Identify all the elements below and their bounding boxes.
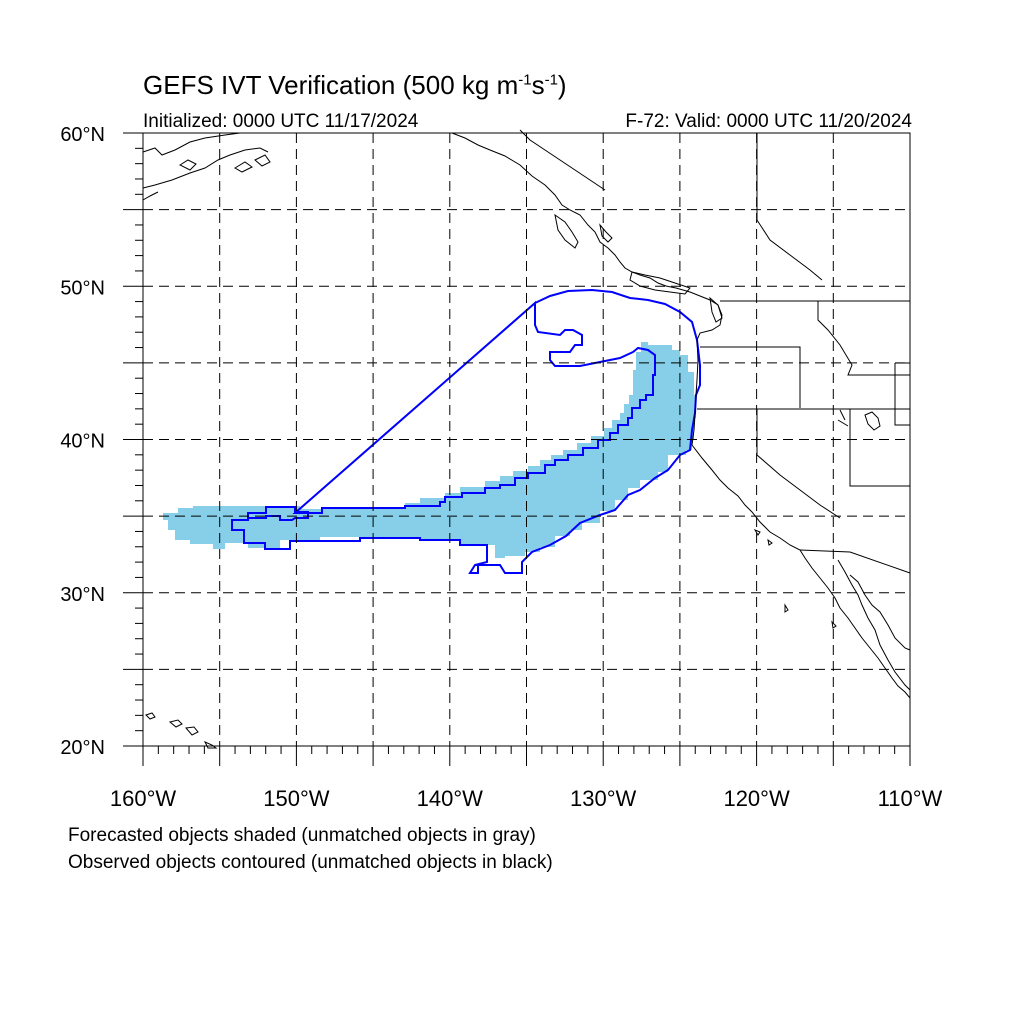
lon-label: 140°W [417,786,484,811]
observed-legend-note: Observed objects contoured (unmatched ob… [68,852,553,873]
chart-title: GEFS IVT Verification (500 kg m-1s-1) [143,70,567,100]
graticule [143,133,910,746]
initialized-label: Initialized: 0000 UTC 11/17/2024 [143,111,419,132]
political-borders [697,133,911,574]
lon-label: 120°W [723,786,790,811]
forecast-legend-note: Forecasted objects shaded (unmatched obj… [68,825,536,846]
lat-label: 20°N [60,737,105,759]
lat-label: 50°N [60,277,105,299]
valid-time-label: F-72: Valid: 0000 UTC 11/20/2024 [625,111,912,132]
map-frame [142,132,911,747]
coastlines [142,129,911,749]
forecast-ivt-object [163,342,696,558]
axis-ticks [123,132,911,766]
observed-ivt-contour [231,288,701,574]
lat-label: 40°N [60,431,105,453]
longitude-labels: 160°W 150°W 140°W 130°W 120°W 110°W [110,786,943,811]
lat-label: 30°N [60,584,105,606]
lat-label: 60°N [60,124,105,146]
lon-label: 160°W [110,786,177,811]
lon-label: 110°W [878,786,943,811]
lon-label: 130°W [570,786,637,811]
latitude-labels: 60°N 50°N 40°N 30°N 20°N [60,124,105,759]
lon-label: 150°W [263,786,330,811]
